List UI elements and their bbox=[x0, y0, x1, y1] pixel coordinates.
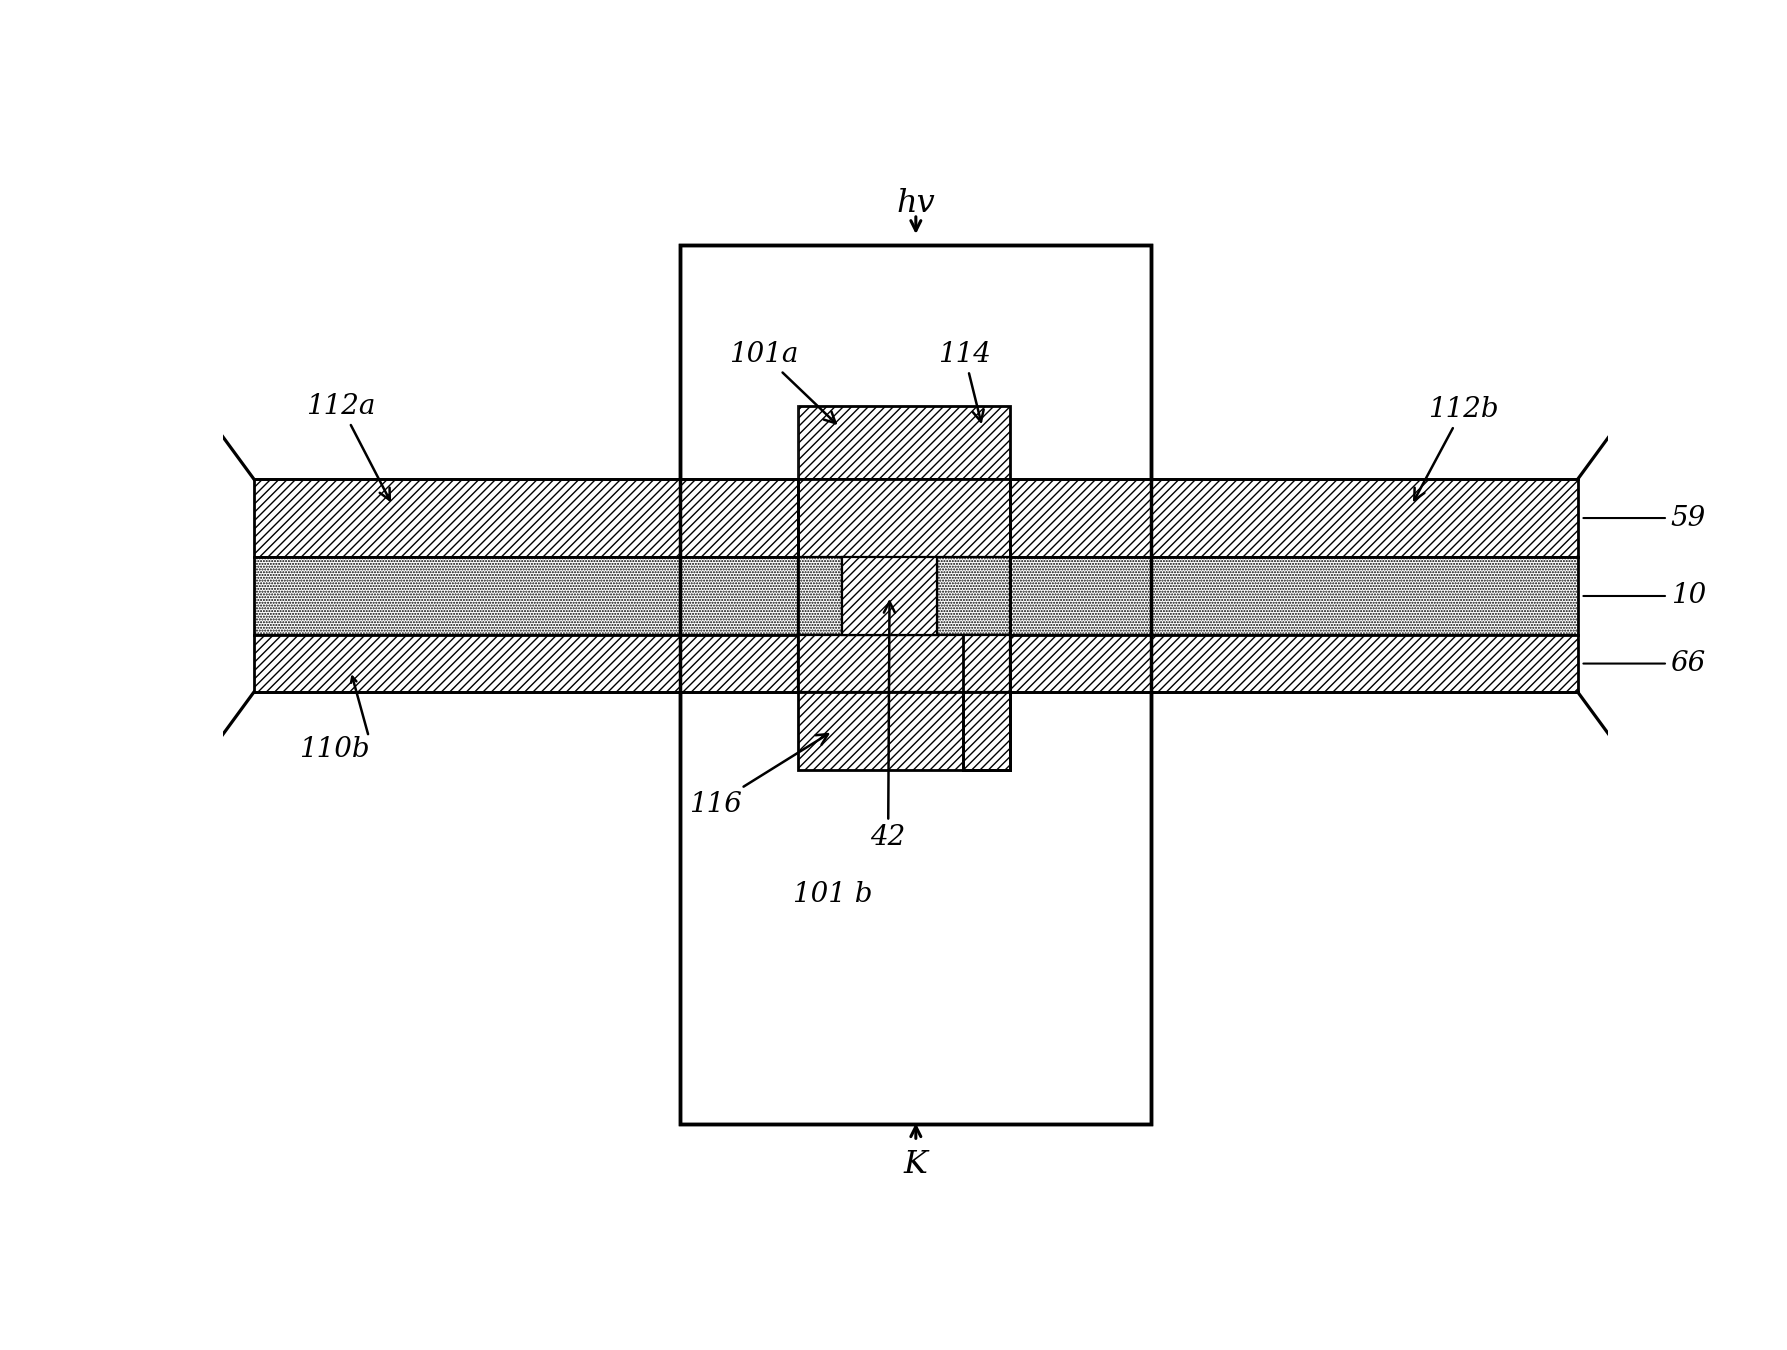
Bar bbox=[799, 406, 1010, 479]
Bar bbox=[799, 479, 1010, 558]
Bar bbox=[1010, 558, 1578, 634]
Bar bbox=[799, 634, 1010, 693]
Bar bbox=[799, 693, 1010, 770]
Bar bbox=[681, 246, 1151, 1123]
Text: hv: hv bbox=[897, 188, 935, 219]
Text: 10: 10 bbox=[1583, 582, 1707, 609]
Text: 116: 116 bbox=[688, 734, 827, 818]
Bar bbox=[936, 558, 1010, 634]
Text: 101a: 101a bbox=[729, 340, 836, 423]
Bar bbox=[1010, 634, 1578, 693]
Text: 59: 59 bbox=[1583, 505, 1707, 532]
Bar bbox=[254, 479, 799, 558]
Bar bbox=[1010, 479, 1578, 558]
Bar bbox=[681, 246, 1151, 1123]
Bar bbox=[842, 558, 936, 634]
Bar bbox=[963, 693, 1010, 770]
Text: 112b: 112b bbox=[1414, 396, 1498, 500]
Text: 114: 114 bbox=[938, 340, 990, 421]
Text: 42: 42 bbox=[870, 602, 906, 852]
Bar bbox=[799, 558, 842, 634]
Text: 112a: 112a bbox=[306, 393, 390, 500]
Text: 101 b: 101 b bbox=[793, 882, 872, 909]
Text: 66: 66 bbox=[1583, 651, 1707, 678]
Text: K: K bbox=[904, 1149, 927, 1180]
Text: 110b: 110b bbox=[298, 736, 370, 763]
Bar bbox=[254, 634, 799, 693]
Bar bbox=[254, 558, 799, 634]
